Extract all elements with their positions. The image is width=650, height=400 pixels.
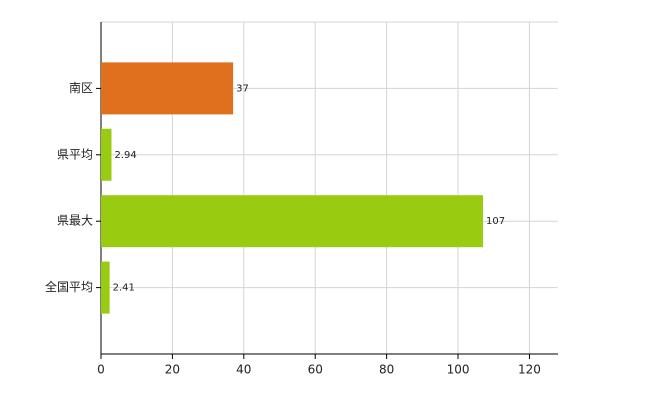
bar bbox=[101, 128, 112, 181]
x-tick-label: 60 bbox=[308, 363, 323, 377]
y-tick-label: 南区 bbox=[69, 80, 93, 95]
bar bbox=[101, 62, 234, 115]
bar bbox=[101, 261, 110, 314]
bar bbox=[101, 195, 484, 248]
x-tick-label: 80 bbox=[379, 363, 394, 377]
y-tick-label: 県最大 bbox=[57, 214, 93, 228]
x-tick-label: 40 bbox=[236, 363, 251, 377]
x-tick-label: 120 bbox=[518, 363, 541, 377]
value-label: 37 bbox=[236, 83, 249, 94]
x-tick-label: 20 bbox=[165, 363, 180, 377]
y-tick-label: 県平均 bbox=[57, 147, 93, 161]
value-label: 2.41 bbox=[113, 283, 135, 294]
value-label: 2.94 bbox=[114, 150, 136, 161]
x-tick-label: 0 bbox=[97, 363, 105, 377]
value-label: 107 bbox=[486, 216, 505, 227]
x-tick-label: 100 bbox=[447, 363, 470, 377]
y-tick-label: 全国平均 bbox=[45, 279, 93, 294]
